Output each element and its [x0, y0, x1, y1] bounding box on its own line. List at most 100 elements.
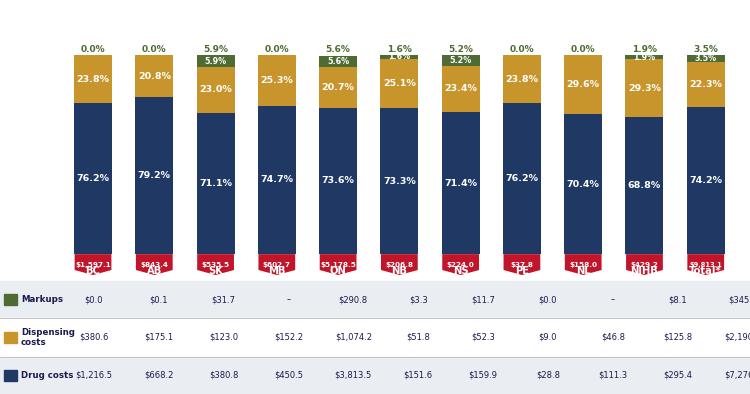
Text: $0.0: $0.0: [538, 295, 557, 304]
Text: $28.8: $28.8: [536, 371, 560, 380]
Text: 74.7%: 74.7%: [260, 175, 293, 184]
Text: $224.0: $224.0: [447, 262, 475, 268]
Text: $1,597.1: $1,597.1: [75, 262, 111, 268]
Bar: [626, 117, 664, 254]
Text: 29.6%: 29.6%: [567, 80, 600, 89]
Text: $0.0: $0.0: [85, 295, 103, 304]
Text: 5.2%: 5.2%: [448, 45, 473, 54]
Text: $843.4: $843.4: [140, 262, 168, 268]
Bar: [380, 56, 419, 59]
Text: 23.8%: 23.8%: [506, 74, 538, 84]
Text: MB: MB: [268, 266, 286, 276]
Text: $380.8: $380.8: [209, 371, 238, 380]
Polygon shape: [503, 254, 540, 275]
Text: 3.5%: 3.5%: [693, 45, 718, 54]
Text: 74.2%: 74.2%: [689, 176, 722, 185]
Text: 5.6%: 5.6%: [327, 57, 350, 66]
Text: 76.2%: 76.2%: [506, 174, 538, 183]
Text: $2,190.8: $2,190.8: [724, 333, 750, 342]
Bar: [442, 56, 480, 66]
Text: 25.1%: 25.1%: [383, 79, 416, 88]
Text: 71.1%: 71.1%: [199, 179, 232, 188]
Text: 71.4%: 71.4%: [444, 178, 477, 188]
Bar: [74, 56, 112, 103]
Text: $3.3: $3.3: [409, 295, 428, 304]
Bar: [687, 107, 724, 254]
Text: $51.8: $51.8: [406, 333, 430, 342]
Bar: [196, 56, 235, 67]
Text: $152.2: $152.2: [274, 333, 303, 342]
Polygon shape: [320, 254, 356, 275]
Bar: [0, 281, 750, 318]
Bar: [319, 108, 357, 254]
Text: $345.8: $345.8: [728, 295, 750, 304]
Bar: [0, 357, 750, 394]
Text: $9.0: $9.0: [538, 333, 557, 342]
Bar: [380, 108, 419, 254]
Text: 70.4%: 70.4%: [567, 180, 600, 189]
Bar: [626, 56, 664, 59]
Polygon shape: [197, 254, 234, 275]
Bar: [442, 112, 480, 254]
Text: $5,178.5: $5,178.5: [320, 262, 356, 268]
Text: Drug costs: Drug costs: [21, 371, 74, 380]
Bar: [74, 103, 112, 254]
Text: 22.3%: 22.3%: [689, 80, 722, 89]
Text: $450.5: $450.5: [274, 371, 303, 380]
Bar: [687, 56, 724, 62]
Text: 20.8%: 20.8%: [138, 72, 171, 80]
Text: $31.7: $31.7: [211, 295, 236, 304]
Text: AB: AB: [147, 266, 162, 276]
Text: 23.8%: 23.8%: [76, 74, 110, 84]
Polygon shape: [75, 254, 112, 275]
Text: 76.2%: 76.2%: [76, 174, 110, 183]
Text: –: –: [610, 295, 615, 304]
Bar: [0, 318, 750, 357]
Text: 0.0%: 0.0%: [142, 45, 166, 54]
Text: $52.3: $52.3: [471, 333, 495, 342]
Text: $9,813.1: $9,813.1: [689, 262, 722, 268]
Text: 73.3%: 73.3%: [383, 177, 416, 186]
Text: 3.5%: 3.5%: [694, 54, 717, 63]
Text: $429.2: $429.2: [631, 262, 658, 268]
Bar: [258, 106, 296, 254]
Text: $206.8: $206.8: [386, 262, 413, 268]
Text: $0.1: $0.1: [149, 295, 168, 304]
Text: $3,813.5: $3,813.5: [334, 371, 372, 380]
Bar: [626, 59, 664, 117]
Text: $159.9: $159.9: [469, 371, 497, 380]
Bar: [4, 332, 17, 343]
Text: 1.9%: 1.9%: [632, 45, 657, 54]
Bar: [687, 62, 724, 107]
Text: 0.0%: 0.0%: [571, 45, 596, 54]
Bar: [4, 370, 17, 381]
Text: $1,074.2: $1,074.2: [334, 333, 372, 342]
Bar: [503, 56, 541, 103]
Text: 23.4%: 23.4%: [444, 84, 477, 93]
Bar: [442, 66, 480, 112]
Text: $380.6: $380.6: [79, 333, 109, 342]
Text: $602.7: $602.7: [263, 262, 291, 268]
Text: $535.5: $535.5: [202, 262, 229, 268]
Polygon shape: [626, 254, 663, 275]
Text: 0.0%: 0.0%: [81, 45, 105, 54]
Text: $290.8: $290.8: [339, 295, 368, 304]
Polygon shape: [136, 254, 172, 275]
Bar: [564, 56, 602, 114]
Bar: [564, 114, 602, 254]
Bar: [196, 67, 235, 113]
Bar: [135, 97, 173, 254]
Text: 1.6%: 1.6%: [387, 45, 412, 54]
Text: 5.2%: 5.2%: [449, 56, 472, 65]
Text: $175.1: $175.1: [144, 333, 173, 342]
Text: $8.1: $8.1: [668, 295, 687, 304]
Polygon shape: [565, 254, 602, 275]
Bar: [319, 56, 357, 67]
Text: $11.7: $11.7: [471, 295, 495, 304]
Text: 73.6%: 73.6%: [322, 177, 355, 186]
Text: $111.3: $111.3: [598, 371, 627, 380]
Bar: [380, 59, 419, 108]
Text: 23.0%: 23.0%: [200, 85, 232, 95]
Bar: [4, 294, 17, 305]
Text: 1.6%: 1.6%: [388, 52, 410, 61]
